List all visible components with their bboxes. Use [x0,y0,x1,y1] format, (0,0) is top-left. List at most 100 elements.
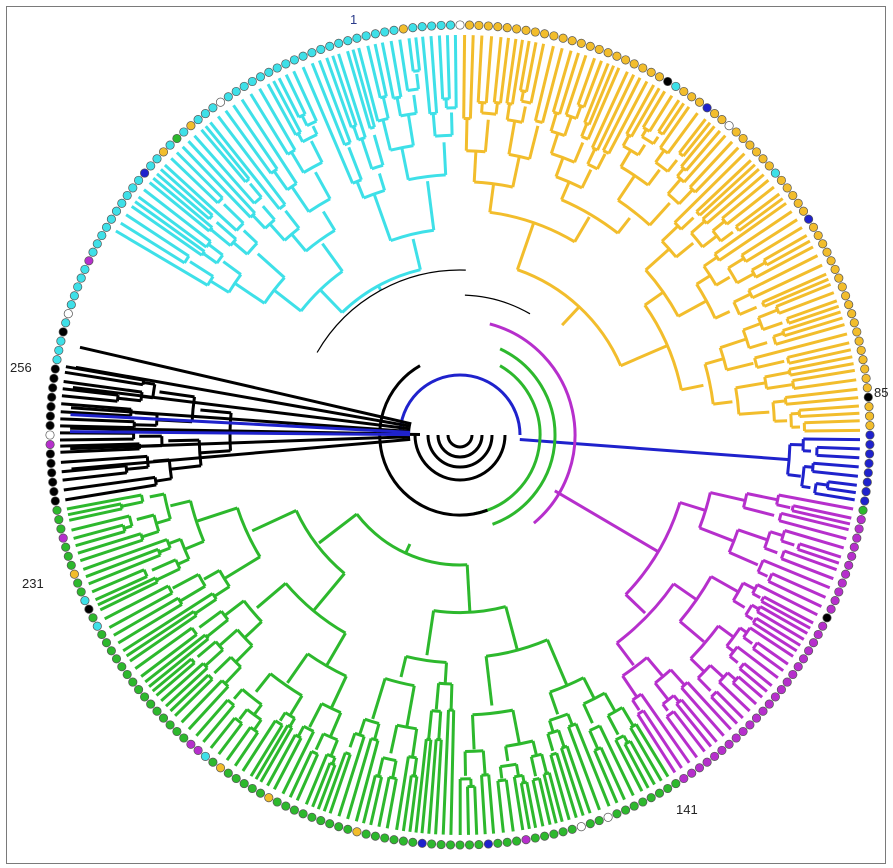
yellow-branch [518,40,531,91]
leaf-marker [856,345,866,355]
green-branch [155,661,196,697]
green-branch [174,678,214,717]
backbone-arc [316,269,466,353]
green-branch [399,656,408,678]
green-branch [425,610,436,656]
yellow-branch [719,230,734,243]
yellow-arc [602,149,610,155]
yellow-branch [525,42,538,92]
magenta-branch [784,529,845,550]
green-branch [77,532,142,555]
leaf-marker [646,67,656,77]
leaf-marker [66,560,76,570]
green-arc [326,753,336,759]
black-branch [60,424,135,430]
leaf-marker [863,468,873,478]
green-branch [314,733,325,751]
leaf-marker [864,458,874,468]
cyan-arc [341,268,421,314]
green-branch [329,675,348,709]
green-arc [629,723,637,729]
yellow-arc [771,402,776,422]
green-branch [129,614,198,663]
black-branch [61,394,118,403]
blue-branch [815,482,829,487]
green-branch [88,553,161,586]
leaf-marker [370,831,380,841]
yellow-branch [596,153,607,170]
blue-branch [816,445,860,451]
magenta-arc [763,531,772,549]
green-branch [170,499,191,508]
yellow-branch [462,34,467,119]
green-branch [213,585,231,598]
yellow-branch [725,185,775,226]
leaf-marker [307,48,317,58]
cyan-arc [206,275,215,287]
yellow-branch [714,310,731,320]
leaf-marker [502,23,512,33]
black-spoke [75,365,412,428]
green-branch [288,694,304,717]
yellow-branch [580,123,589,138]
leaf-marker [223,768,233,778]
cyan-branch [125,213,190,258]
green-branch [252,703,263,716]
green-branch [140,633,198,678]
yellow-arc [718,347,729,371]
cyan-branch [217,115,287,206]
green-arc [287,724,293,729]
green-branch [549,754,571,821]
magenta-branch [672,710,706,753]
black-branch [63,380,143,394]
green-arc [388,775,397,781]
cyan-branch [300,115,309,127]
green-branch [125,610,195,658]
green-branch [108,591,173,629]
cyan-branch [290,233,308,253]
yellow-branch [480,102,484,114]
leaf-marker [389,835,399,845]
black-branch [61,464,127,474]
green-branch [546,639,569,687]
green-branch [348,732,357,748]
leaf-marker [679,773,689,784]
green-branch [449,710,456,835]
leaf-marker [861,373,871,383]
green-branch [420,739,433,834]
yellow-branch [621,134,631,147]
cyan-branch [272,80,302,133]
magenta-branch [762,558,831,590]
black-arc [378,364,488,517]
green-branch [354,740,380,822]
green-branch [519,782,531,830]
yellow-branch [748,254,819,292]
cyan-branch [292,70,318,122]
magenta-arc [751,617,758,624]
yellow-branch [804,428,861,433]
green-branch [622,734,630,744]
leaf-marker [745,140,755,150]
leaf-marker [289,805,299,815]
magenta-branch [615,641,635,667]
green-branch [308,702,324,728]
cyan-branch [187,140,257,215]
cyan-branch [355,180,366,199]
yellow-branch [787,341,850,359]
green-branch [148,637,210,688]
black-branch [59,437,134,442]
leaf-marker [679,86,689,97]
green-branch [547,772,564,823]
leaf-marker [813,230,823,241]
magenta-branch [746,492,778,502]
leaf-marker [717,115,727,125]
yellow-arc [740,254,748,263]
magenta-branch [732,599,746,609]
cyan-arc [400,111,417,118]
green-branch [252,718,263,731]
leaf-marker [558,827,568,837]
cyan-arc [371,163,384,171]
green-branch [629,726,663,782]
green-branch [155,517,171,525]
yellow-branch [775,323,845,346]
